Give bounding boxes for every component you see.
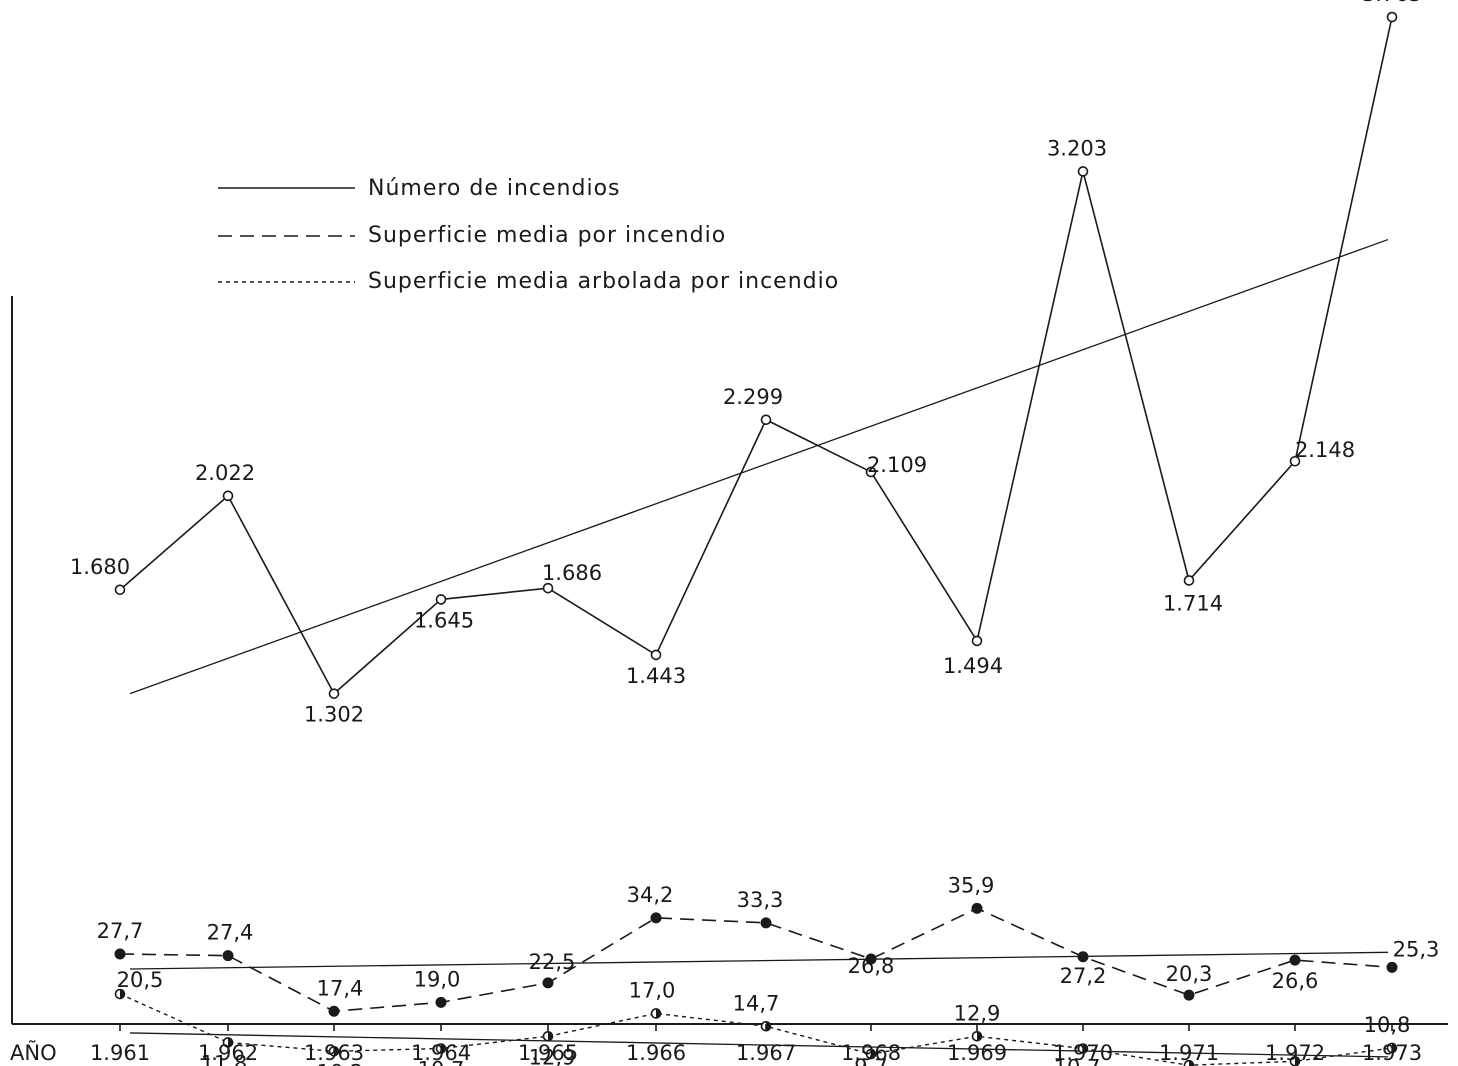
data-label-superficie-arbolada: 9,7 <box>854 1055 887 1066</box>
trend-line-numero-incendios <box>129 238 1389 695</box>
data-point-numero-incendios <box>760 414 772 426</box>
data-point-superficie-media <box>328 1005 340 1017</box>
x-tick-label: 1.961 <box>90 1041 150 1065</box>
data-point-numero-incendios <box>971 635 983 647</box>
data-label-superficie-media: 25,3 <box>1393 937 1440 961</box>
data-point-superficie-media <box>435 996 447 1008</box>
data-point-fill-superficie-arbolada <box>1392 1043 1397 1053</box>
data-point-fill-superficie-arbolada <box>441 1044 446 1054</box>
data-label-numero-incendios: 2.022 <box>195 461 255 485</box>
data-point-fill-superficie-arbolada <box>656 1008 661 1018</box>
data-point-fill-superficie-arbolada <box>228 1037 233 1047</box>
data-point-fill-superficie-arbolada <box>120 989 125 999</box>
x-tick-label: 1.966 <box>626 1041 686 1065</box>
data-label-numero-incendios: 1.302 <box>304 703 364 727</box>
data-point-numero-incendios <box>114 584 126 596</box>
data-label-superficie-media: 26,6 <box>1272 969 1319 993</box>
data-label-superficie-media: 27,7 <box>97 919 144 943</box>
data-point-numero-incendios <box>1077 166 1089 177</box>
data-point-numero-incendios <box>1289 455 1301 467</box>
data-point-superficie-media <box>971 902 983 914</box>
data-point-fill-superficie-arbolada <box>1295 1056 1300 1066</box>
data-point-numero-incendios <box>222 490 234 502</box>
data-label-superficie-arbolada: 10,8 <box>1364 1013 1411 1037</box>
data-label-superficie-media: 17,4 <box>317 976 364 1000</box>
data-point-superficie-media <box>650 912 662 924</box>
data-label-numero-incendios: 1.645 <box>414 608 474 632</box>
data-point-superficie-media <box>865 953 877 965</box>
x-tick-label: 1.969 <box>947 1041 1007 1065</box>
x-tick-label: 1.967 <box>736 1041 796 1065</box>
data-label-superficie-arbolada: 10,7 <box>418 1058 465 1066</box>
data-label-superficie-arbolada: 12,9 <box>529 1045 576 1066</box>
legend-label-numero-incendios: Número de incendios <box>368 176 621 201</box>
x-tick-label: 1.972 <box>1265 1041 1325 1065</box>
data-label-numero-incendios: 2.109 <box>867 453 927 477</box>
data-point-fill-superficie-arbolada <box>1083 1044 1088 1054</box>
data-point-fill-superficie-arbolada <box>548 1031 553 1041</box>
data-point-fill-superficie-arbolada <box>1189 1060 1194 1066</box>
data-label-superficie-media: 27,2 <box>1060 964 1107 988</box>
data-label-superficie-arbolada: 20,5 <box>117 968 164 992</box>
data-label-numero-incendios: 3.765 <box>1362 0 1422 6</box>
data-label-superficie-media: 35,9 <box>948 873 995 897</box>
data-label-superficie-arbolada: 11,8 <box>201 1051 248 1066</box>
data-point-superficie-media <box>1077 951 1089 963</box>
trend-line-superficie-media <box>129 951 1389 970</box>
data-label-superficie-media: 19,0 <box>414 967 461 991</box>
data-label-numero-incendios: 1.680 <box>70 555 130 579</box>
x-tick-label: 1.964 <box>411 1041 471 1065</box>
x-tick-label: 1.968 <box>841 1041 901 1065</box>
data-label-superficie-media: 33,3 <box>737 888 784 912</box>
data-label-numero-incendios: 2.299 <box>723 385 783 409</box>
data-point-superficie-media <box>760 917 772 929</box>
data-point-fill-superficie-arbolada <box>766 1021 771 1031</box>
data-label-superficie-arbolada: 10,2 <box>317 1060 364 1066</box>
data-point-numero-incendios <box>1386 11 1398 23</box>
data-label-superficie-media: 34,2 <box>627 883 674 907</box>
data-point-numero-incendios <box>435 594 447 605</box>
data-label-superficie-media: 22,5 <box>529 950 576 974</box>
data-point-numero-incendios <box>542 582 554 594</box>
chart-marks: 1.680 2.022 1.302 1.645 1.686 1.443 2.299 2.109… <box>70 0 1439 1066</box>
data-label-superficie-arbolada: 17,0 <box>629 978 676 1002</box>
data-point-fill-superficie-arbolada <box>871 1049 876 1059</box>
data-label-numero-incendios: 1.714 <box>1163 591 1223 615</box>
data-label-superficie-media: 26,8 <box>848 954 895 978</box>
data-point-superficie-media <box>1183 989 1195 1001</box>
data-label-superficie-arbolada: 10,7 <box>1054 1056 1101 1066</box>
data-point-superficie-media <box>222 950 234 962</box>
legend-label-superficie-media: Superficie media por incendio <box>368 223 726 248</box>
data-point-superficie-media <box>1386 961 1398 973</box>
data-point-superficie-media <box>114 948 126 960</box>
data-label-numero-incendios: 1.494 <box>943 654 1003 678</box>
data-label-superficie-media: 20,3 <box>1166 962 1213 986</box>
data-point-numero-incendios <box>328 688 340 699</box>
legend: Número de incendios Superficie media por… <box>218 176 839 294</box>
data-point-numero-incendios <box>865 466 877 478</box>
data-label-numero-incendios: 1.443 <box>626 664 686 688</box>
x-tick-label: 1.965 <box>518 1041 578 1065</box>
data-point-numero-incendios <box>1183 575 1195 586</box>
x-axis-title: AÑO <box>10 1039 57 1065</box>
trend-line-superficie-arbolada <box>129 1032 1389 1058</box>
data-point-fill-superficie-arbolada <box>334 1046 339 1056</box>
x-tick-label: 1.971 <box>1159 1041 1219 1065</box>
data-label-numero-incendios: 3.203 <box>1047 136 1107 160</box>
x-tick-label: 1.963 <box>304 1041 364 1065</box>
x-tick-label: 1.970 <box>1053 1041 1113 1065</box>
data-label-numero-incendios: 1.686 <box>542 561 602 585</box>
data-point-superficie-media <box>1289 954 1301 966</box>
data-point-superficie-media <box>542 977 554 989</box>
x-tick-label: 1.962 <box>198 1041 258 1065</box>
x-tick-label: 1.973 <box>1362 1041 1422 1065</box>
data-point-fill-superficie-arbolada <box>977 1031 982 1041</box>
data-label-superficie-media: 27,4 <box>207 921 254 945</box>
legend-label-superficie-arbolada: Superficie media arbolada por incendio <box>368 269 839 294</box>
data-label-numero-incendios: 2.148 <box>1295 438 1355 462</box>
data-point-numero-incendios <box>650 649 662 661</box>
data-label-superficie-arbolada: 12,9 <box>954 1001 1001 1025</box>
data-label-superficie-arbolada: 14,7 <box>733 991 780 1015</box>
